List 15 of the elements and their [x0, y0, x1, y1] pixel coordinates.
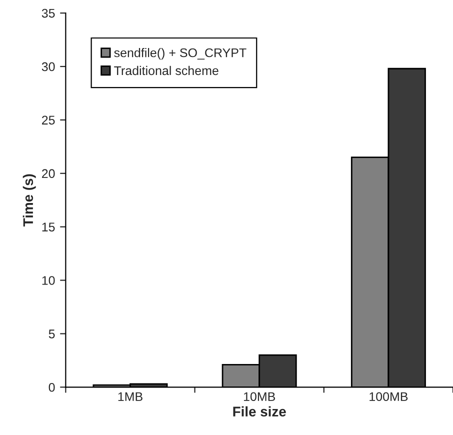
y-tick-label: 20: [42, 169, 55, 178]
legend-label: sendfile() + SO_CRYPT: [114, 48, 246, 60]
y-tick-label: 35: [42, 8, 55, 18]
y-tick-label: 15: [42, 222, 55, 232]
x-tick-label: 1MB: [118, 392, 142, 401]
y-tick-label: 30: [42, 62, 55, 72]
y-tick-label: 10: [42, 276, 55, 285]
x-tick-label: 10MB: [244, 392, 276, 402]
y-tick-label: 25: [42, 116, 55, 125]
legend-label: Traditional scheme: [114, 66, 218, 76]
y-axis-title: Time (s): [22, 174, 36, 226]
x-axis-title: File size: [233, 406, 286, 417]
y-tick-label: 0: [48, 382, 55, 392]
x-tick-label: 100MB: [370, 392, 408, 402]
y-tick-label: 5: [48, 330, 55, 338]
